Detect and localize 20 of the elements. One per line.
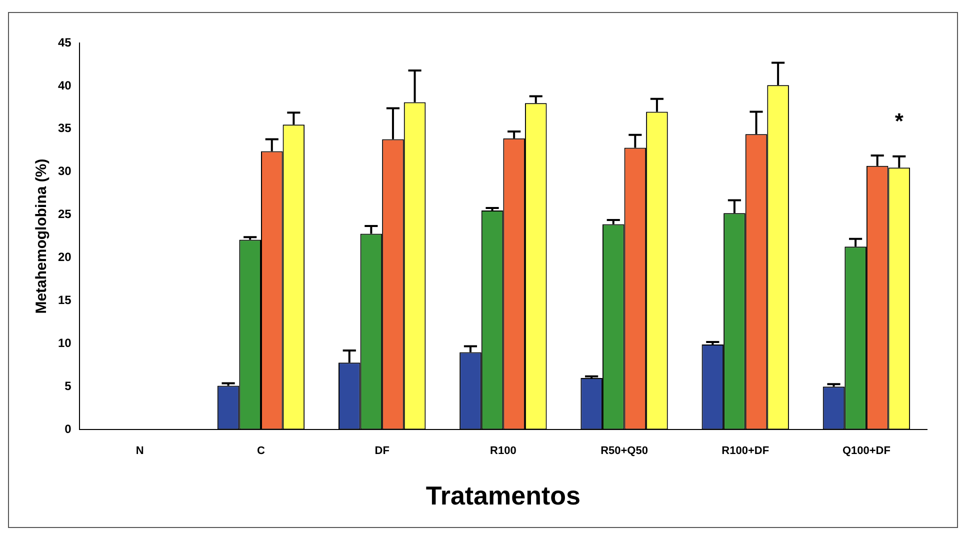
- annotation: *: [894, 108, 904, 134]
- x-axis-title: Tratamentos: [426, 480, 580, 511]
- y-tick-label: 40: [58, 78, 72, 92]
- y-tick-label: 35: [58, 121, 72, 136]
- x-tick-label: R100+DF: [722, 445, 770, 458]
- y-tick-label: 10: [58, 336, 72, 350]
- x-tick-label: R50+Q50: [600, 445, 648, 458]
- y-tick-label: 0: [64, 422, 72, 436]
- y-tick-label: 15: [58, 293, 72, 308]
- y-tick-label: 20: [58, 250, 72, 264]
- y-axis-title: Metahemoglobina (%): [33, 158, 50, 314]
- x-tick-label: Q100+DF: [842, 445, 891, 458]
- y-tick-label: 25: [58, 207, 72, 222]
- x-tick-label: C: [257, 445, 266, 458]
- y-tick-label: 45: [58, 35, 72, 50]
- x-tick-label: DF: [374, 445, 390, 458]
- x-tick-label: N: [136, 445, 144, 458]
- y-tick-label: 5: [64, 378, 72, 393]
- x-tick-label: R100: [490, 445, 516, 458]
- y-tick-label: 30: [58, 164, 72, 178]
